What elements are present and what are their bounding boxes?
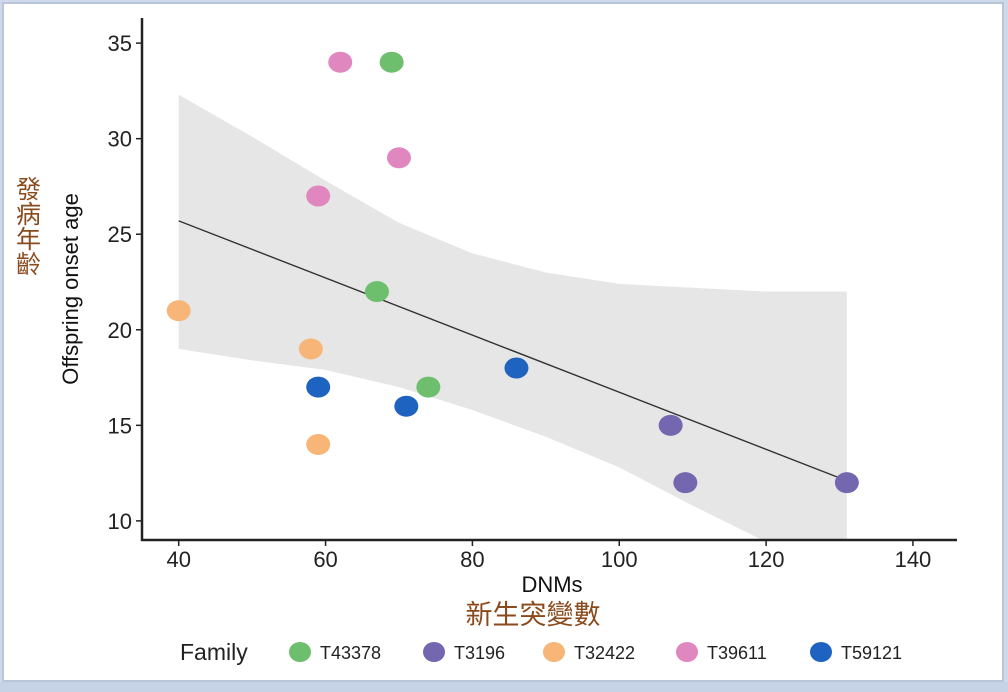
data-point-T3196 <box>673 472 698 494</box>
y-tick-label: 25 <box>108 222 132 247</box>
legend-label-T39611: T39611 <box>707 643 767 663</box>
scatter-chart: 40 60 80 100 120 140 10 15 20 25 30 35 DNMs Offspri… <box>13 18 957 665</box>
data-points <box>166 51 859 494</box>
confidence-band <box>178 94 847 540</box>
data-point-T43378 <box>416 376 441 398</box>
axes: 40 60 80 100 120 140 10 15 20 25 30 35 <box>108 18 957 572</box>
x-tick-label: 60 <box>313 547 337 572</box>
x-tick-label: 140 <box>895 547 932 572</box>
y-tick-label: 10 <box>108 509 132 534</box>
data-point-T32422 <box>166 300 191 322</box>
data-point-T39611 <box>328 51 353 73</box>
x-axis-chinese-label: 新生突變數 <box>466 600 601 631</box>
x-tick-label: 100 <box>601 547 638 572</box>
y-tick-label: 15 <box>108 413 132 438</box>
y-tick-label: 30 <box>108 127 132 152</box>
legend-label-T59121: T59121 <box>841 643 902 663</box>
legend-swatch-T32422 <box>543 642 565 662</box>
x-tick-label: 40 <box>166 547 190 572</box>
y-tick-label: 20 <box>108 318 132 343</box>
data-point-T39611 <box>386 147 411 169</box>
data-point-T43378 <box>379 51 404 73</box>
legend-label-T43378: T43378 <box>320 643 381 663</box>
chart-frame: 40 60 80 100 120 140 10 15 20 25 30 35 DNMs Offspri… <box>2 2 1004 682</box>
x-tick-label: 120 <box>748 547 785 572</box>
data-point-T3196 <box>658 414 683 436</box>
data-point-T59121 <box>504 357 529 379</box>
data-point-T59121 <box>394 395 419 417</box>
y-axis-chinese-label: 發病年齡 <box>13 176 42 276</box>
x-axis-title: DNMs <box>521 572 582 597</box>
data-point-T32422 <box>306 433 331 455</box>
data-point-T32422 <box>298 338 323 360</box>
y-axis-title: Offspring onset age <box>58 193 83 385</box>
data-point-T43378 <box>364 281 389 303</box>
regression-line <box>178 220 848 482</box>
legend-title: Family <box>180 639 248 665</box>
y-tick-label: 35 <box>108 31 132 56</box>
legend-swatch-T43378 <box>289 642 311 662</box>
x-tick-label: 80 <box>460 547 484 572</box>
legend: Family T43378 T3196 T32422 T39611 T59121 <box>180 639 902 665</box>
window-bottom-edge <box>0 682 1008 692</box>
data-point-T3196 <box>834 472 859 494</box>
confidence-band-layer <box>178 94 847 540</box>
legend-label-T32422: T32422 <box>574 643 635 663</box>
legend-swatch-T3196 <box>423 642 445 662</box>
legend-swatch-T39611 <box>676 642 698 662</box>
legend-swatch-T59121 <box>810 642 832 662</box>
data-point-T39611 <box>306 185 331 207</box>
legend-label-T3196: T3196 <box>454 643 505 663</box>
data-point-T59121 <box>306 376 331 398</box>
regression-line-layer <box>178 220 848 482</box>
